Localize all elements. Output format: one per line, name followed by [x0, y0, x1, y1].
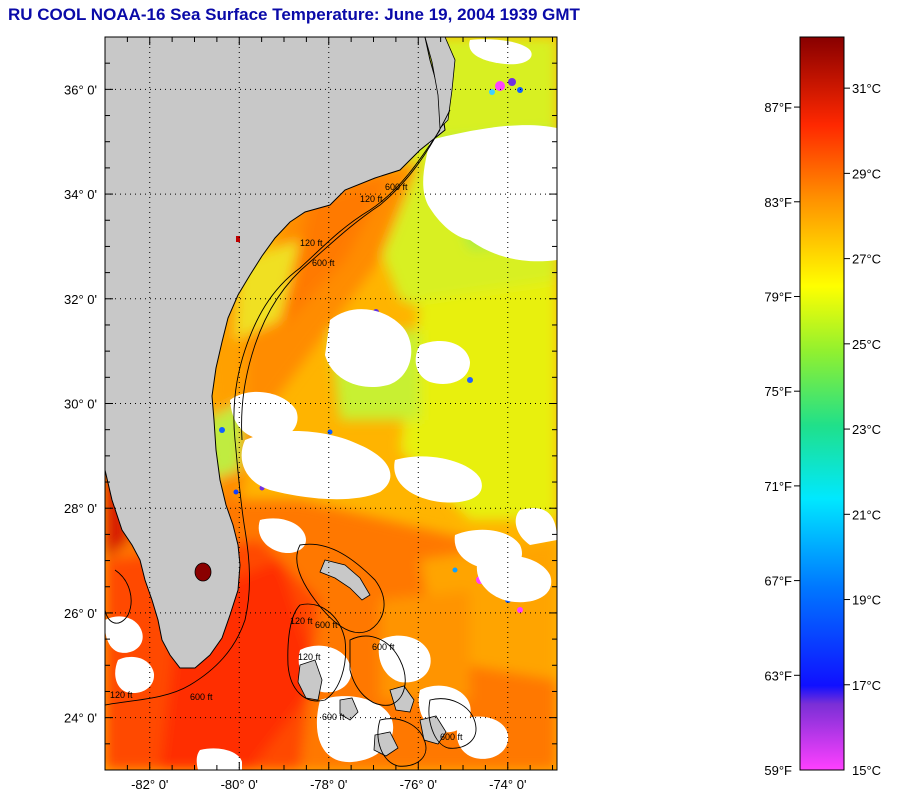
- colorbar-c-label: 19°C: [852, 593, 881, 608]
- axis-ticks: [105, 36, 557, 771]
- colorbar-f-label: 67°F: [764, 574, 792, 589]
- land: [105, 37, 456, 757]
- latitude-labels: 36° 0' 34° 0' 32° 0' 30° 0' 28° 0' 26° 0' 24° …: [64, 82, 97, 725]
- colorbar-f-label: 87°F: [764, 100, 792, 115]
- lat-tick-label: 36° 0': [64, 82, 97, 97]
- map-title: RU COOL NOAA-16 Sea Surface Temperature:…: [8, 5, 580, 24]
- colorbar-rect: [799, 36, 845, 771]
- colorbar: 87°F 83°F 79°F 75°F 71°F 67°F 63°F 59°F 31°C 29°…: [764, 36, 881, 778]
- isobath-label: 120 ft: [300, 238, 323, 248]
- map-grid: [105, 37, 557, 770]
- colorbar-c-label: 17°C: [852, 678, 881, 693]
- lon-tick-label: -82° 0': [131, 777, 168, 792]
- colorbar-f-label: 83°F: [764, 195, 792, 210]
- colorbar-f-label: 63°F: [764, 668, 792, 683]
- lat-tick-label: 30° 0': [64, 397, 97, 412]
- isobath-label: 600 ft: [440, 732, 463, 742]
- longitude-labels: -82° 0' -80° 0' -78° 0' -76° 0' -74° 0': [131, 777, 526, 792]
- isobath-label: 120 ft: [290, 616, 313, 626]
- isobath-label: 600 ft: [372, 642, 395, 652]
- lat-tick-label: 34° 0': [64, 187, 97, 202]
- lat-tick-label: 32° 0': [64, 292, 97, 307]
- colorbar-c-label: 27°C: [852, 252, 881, 267]
- colorbar-c-label: 29°C: [852, 166, 881, 181]
- colorbar-c-label: 21°C: [852, 507, 881, 522]
- colorbar-c-label: 15°C: [852, 763, 881, 778]
- colorbar-f-label: 71°F: [764, 479, 792, 494]
- lon-tick-label: -76° 0': [400, 777, 437, 792]
- lat-tick-label: 26° 0': [64, 606, 97, 621]
- colorbar-c-label: 25°C: [852, 337, 881, 352]
- lon-tick-label: -80° 0': [221, 777, 258, 792]
- colorbar-f-label: 75°F: [764, 384, 792, 399]
- cloud-mask: [105, 39, 557, 770]
- isobath-label: 120 ft: [298, 652, 321, 662]
- isobath-label: 600 ft: [385, 182, 408, 192]
- isobath-label: 120 ft: [360, 194, 383, 204]
- colorbar-c-label: 31°C: [852, 81, 881, 96]
- isobath-label: 600 ft: [312, 258, 335, 268]
- lon-tick-label: -74° 0': [489, 777, 526, 792]
- colorbar-fahrenheit-labels: 87°F 83°F 79°F 75°F 71°F 67°F 63°F 59°F: [764, 100, 800, 778]
- isobath-label: 120 ft: [110, 690, 133, 700]
- colorbar-f-label: 59°F: [764, 763, 792, 778]
- lat-tick-label: 24° 0': [64, 711, 97, 726]
- isobath-label: 600 ft: [315, 620, 338, 630]
- isobath-label: 600 ft: [190, 692, 213, 702]
- colorbar-c-label: 23°C: [852, 422, 881, 437]
- isobath-contours: [105, 109, 477, 767]
- colorbar-f-label: 79°F: [764, 289, 792, 304]
- colorbar-celsius-labels: 31°C 29°C 27°C 25°C 23°C 21°C 19°C 17°C 15°C: [844, 81, 881, 778]
- lat-tick-label: 28° 0': [64, 501, 97, 516]
- lon-tick-label: -78° 0': [310, 777, 347, 792]
- isobath-label: 600 ft: [322, 712, 345, 722]
